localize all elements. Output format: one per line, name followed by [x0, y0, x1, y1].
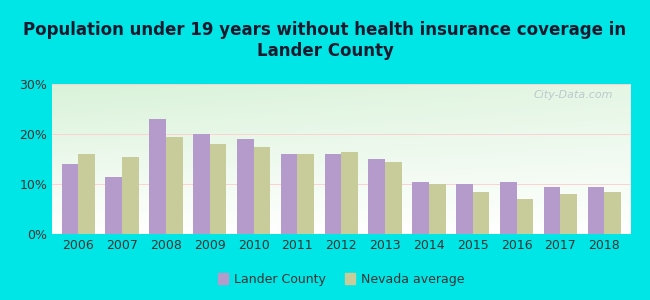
Bar: [385, 161, 402, 234]
Legend: Lander County, Nevada average: Lander County, Nevada average: [213, 268, 469, 291]
Bar: [604, 191, 621, 234]
Bar: [412, 182, 429, 234]
Bar: [473, 191, 489, 234]
Bar: [254, 146, 270, 234]
Bar: [543, 187, 560, 234]
Bar: [166, 136, 183, 234]
Bar: [78, 154, 95, 234]
Bar: [324, 154, 341, 234]
Bar: [150, 119, 166, 234]
Bar: [210, 144, 226, 234]
Bar: [560, 194, 577, 234]
Text: City-Data.com: City-Data.com: [534, 90, 613, 100]
Bar: [429, 184, 445, 234]
Bar: [588, 187, 604, 234]
Bar: [500, 182, 517, 234]
Bar: [281, 154, 298, 234]
Bar: [341, 152, 358, 234]
Bar: [456, 184, 473, 234]
Text: Population under 19 years without health insurance coverage in
Lander County: Population under 19 years without health…: [23, 21, 627, 60]
Bar: [122, 157, 139, 234]
Bar: [369, 159, 385, 234]
Bar: [62, 164, 78, 234]
Bar: [193, 134, 210, 234]
Bar: [517, 199, 533, 234]
Bar: [298, 154, 314, 234]
Bar: [105, 176, 122, 234]
Bar: [237, 139, 254, 234]
